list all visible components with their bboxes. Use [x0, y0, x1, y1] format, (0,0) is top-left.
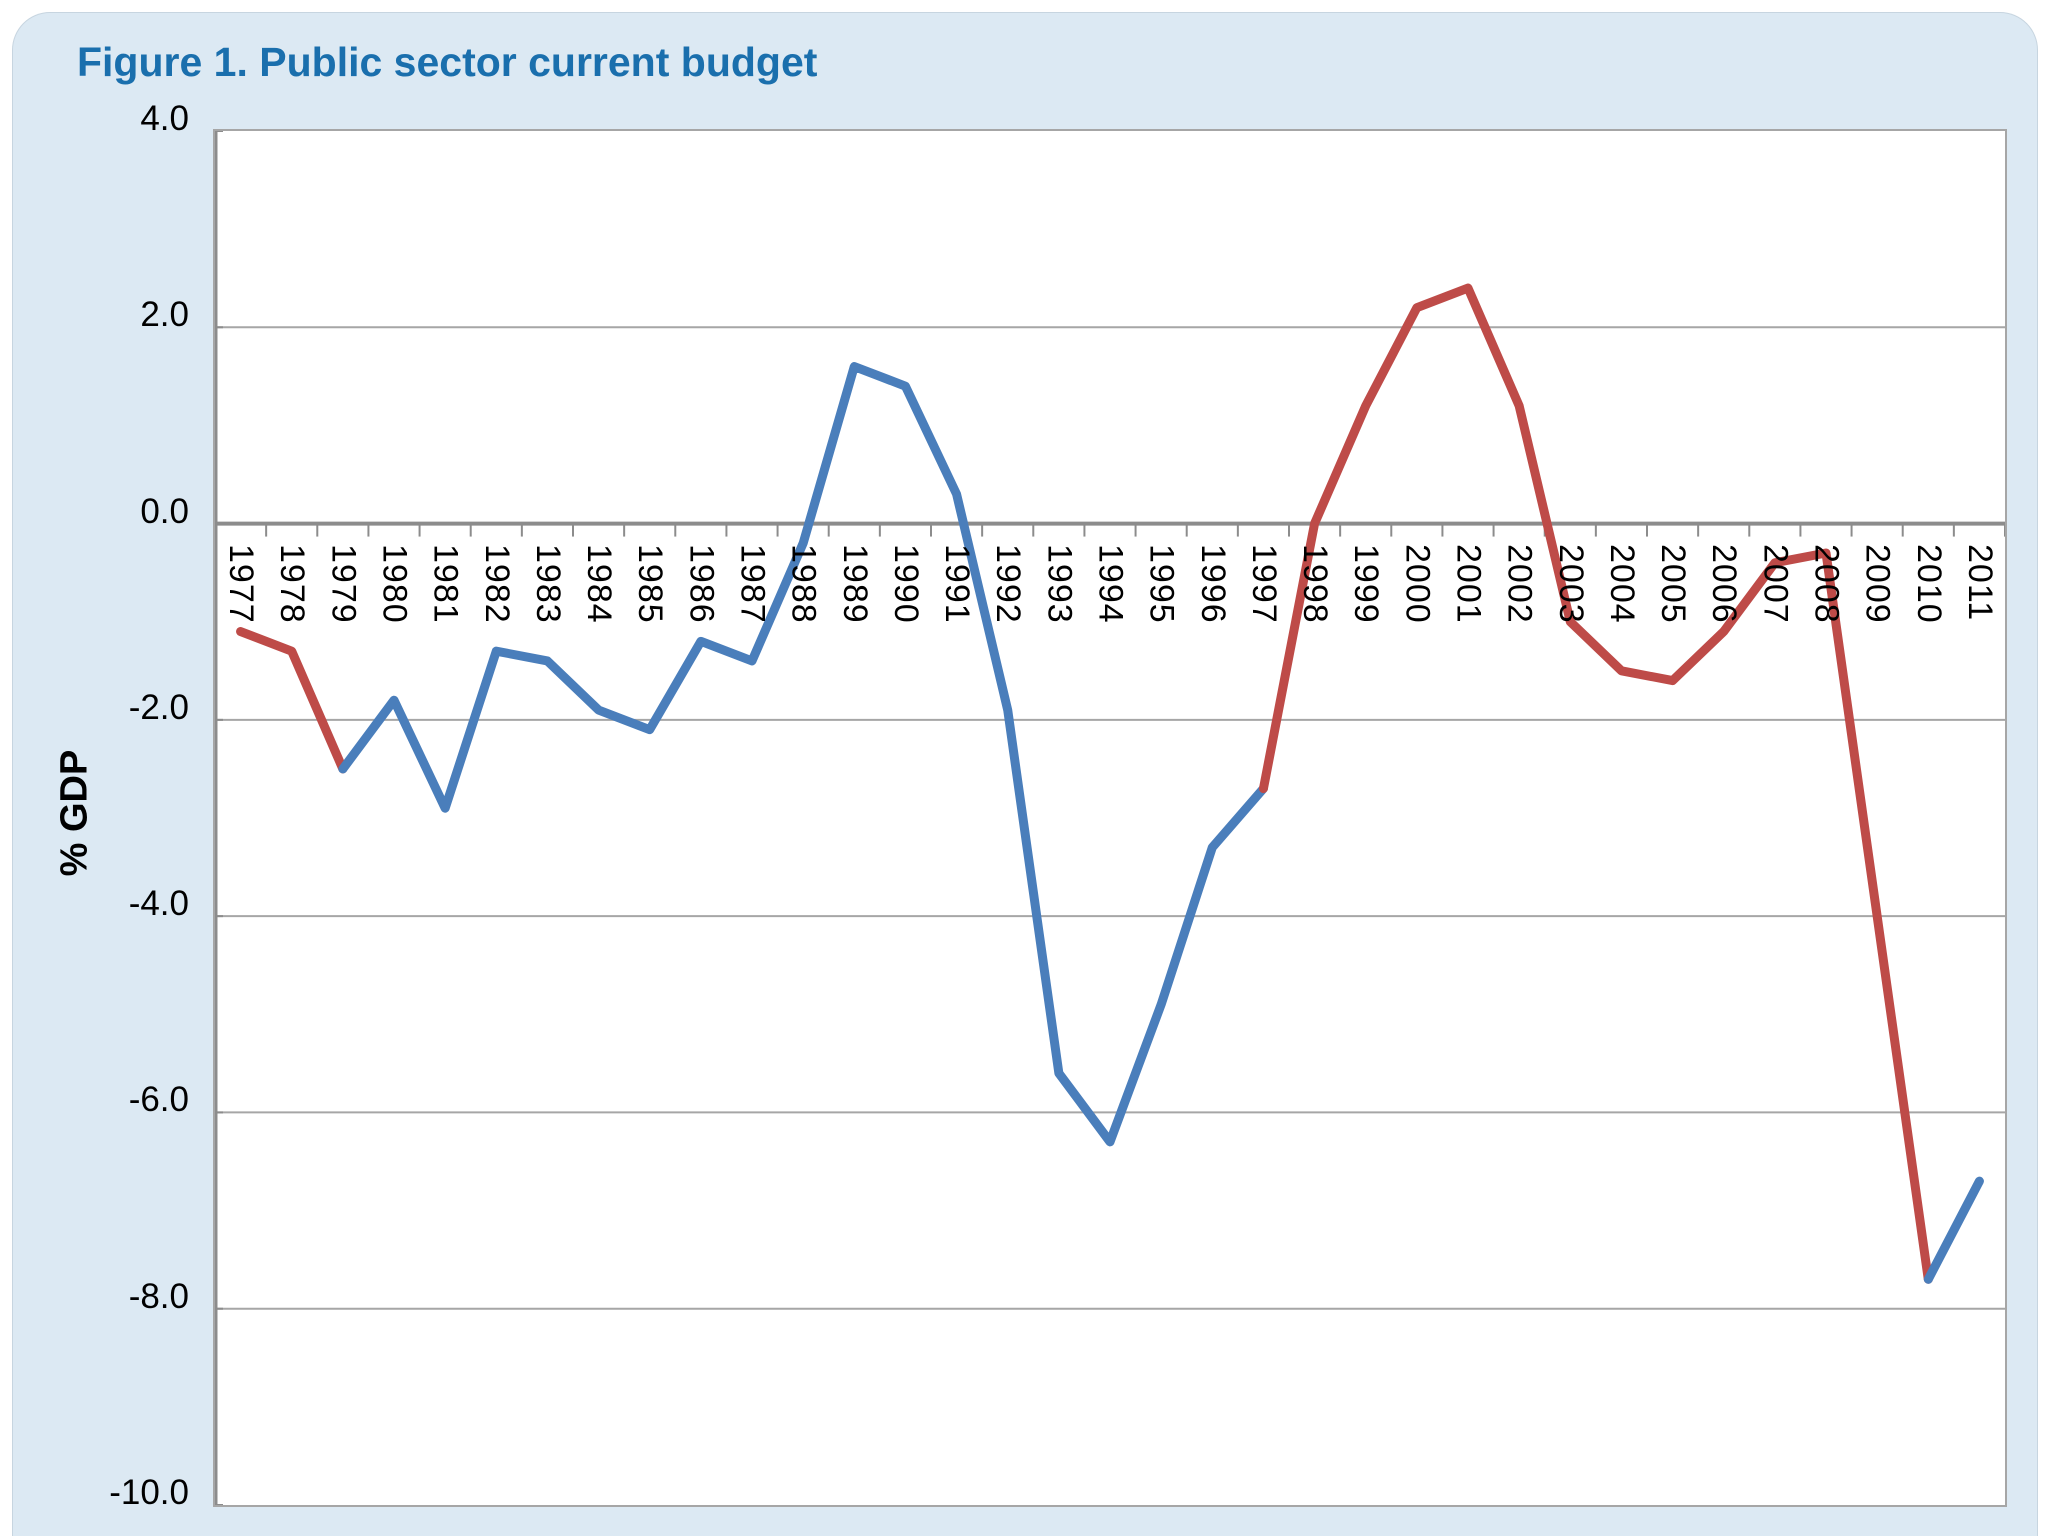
x-tick-label: 2001: [1449, 543, 1488, 624]
chart-container: Figure 1. Public sector current budget %…: [12, 12, 2038, 1536]
x-tick-label: 2004: [1602, 543, 1641, 624]
y-tick-label: 0.0: [140, 491, 189, 531]
x-tick-label: 2008: [1807, 543, 1846, 624]
x-tick-label: 1993: [1040, 543, 1079, 624]
x-tick-label: 1981: [426, 543, 465, 624]
series-segment-blue: [1923, 1176, 1984, 1284]
x-tick-label: 1997: [1244, 543, 1283, 624]
x-tick-label: 2000: [1398, 543, 1437, 624]
x-tick-label: 1985: [631, 543, 670, 624]
series-segment-red: [1258, 283, 1933, 1284]
y-tick-label: -4.0: [128, 884, 189, 924]
x-tick-label: 1991: [938, 543, 977, 624]
x-tick-label: 2010: [1909, 543, 1948, 624]
x-tick-label: 1979: [324, 543, 363, 624]
x-tick-label: 1989: [835, 543, 874, 624]
x-tick-label: 2009: [1858, 543, 1897, 624]
y-tick-label: 4.0: [140, 99, 189, 138]
x-tick-label: 2006: [1705, 543, 1744, 624]
series-segment-red: [236, 627, 348, 774]
x-tick-label: 1980: [375, 543, 414, 624]
x-tick-label: 1986: [682, 543, 721, 624]
series-segment-blue: [338, 362, 1268, 1147]
x-tick-label: 1984: [580, 543, 619, 624]
x-tick-label: 2005: [1654, 543, 1693, 624]
x-tick-label: 2007: [1756, 543, 1795, 624]
line-chart-svg: [215, 131, 2005, 1505]
plot-area: 1977 1978 1979 1980 1981 1982 1983 1984 1985 1986…: [213, 129, 2007, 1507]
x-tick-label: 2002: [1500, 543, 1539, 624]
y-tick-label: 2.0: [140, 295, 189, 335]
x-tick-label: 1998: [1296, 543, 1335, 624]
y-axis-title: % GDP: [53, 749, 96, 877]
y-tick-label: -10.0: [109, 1473, 189, 1512]
x-tick-label: 1977: [222, 543, 261, 624]
x-tick-label: 1987: [733, 543, 772, 624]
y-tick-label: -8.0: [128, 1276, 189, 1316]
x-tick-label: 1992: [989, 543, 1028, 624]
x-tick-label: 1982: [477, 543, 516, 624]
y-tick-label: -6.0: [128, 1080, 189, 1120]
x-tick-label: 1990: [886, 543, 925, 624]
x-tick-label: 1995: [1142, 543, 1181, 624]
x-tick-label: 1996: [1193, 543, 1232, 624]
y-tick-label: -2.0: [128, 687, 189, 727]
x-tick-label: 2003: [1551, 543, 1590, 624]
x-tick-label: 1978: [273, 543, 312, 624]
x-tick-label: 1999: [1347, 543, 1386, 624]
x-tick-label: 2011: [1960, 543, 1999, 621]
x-tick-label: 1994: [1091, 543, 1130, 624]
chart-title: Figure 1. Public sector current budget: [77, 39, 818, 85]
x-tick-label: 1988: [784, 543, 823, 624]
x-tick-label: 1983: [528, 543, 567, 624]
